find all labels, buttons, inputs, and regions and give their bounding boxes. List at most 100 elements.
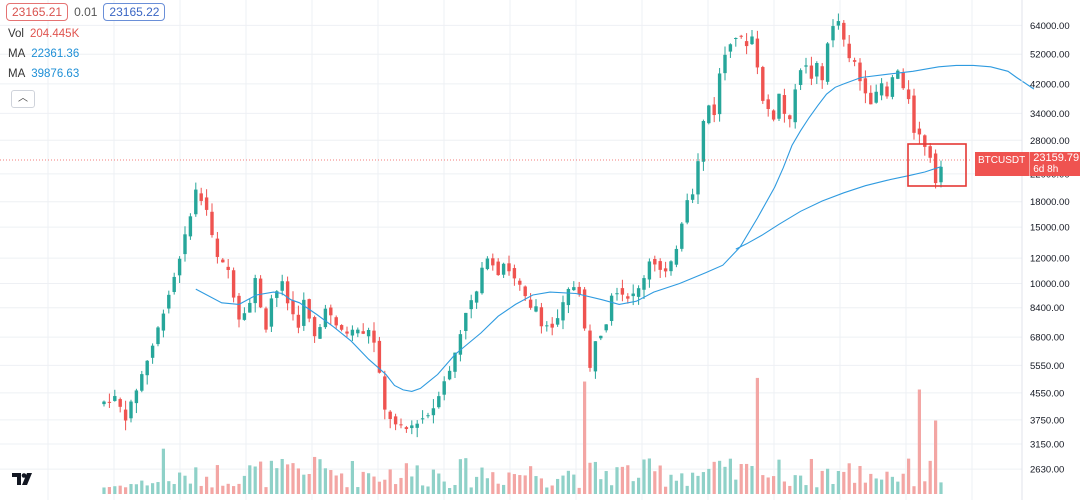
volume-bar [761,475,765,494]
ma2-legend[interactable]: MA 39876.63 [8,68,79,80]
volume-bar [507,472,511,494]
candle-body [350,329,355,336]
candle-body [609,295,614,321]
candle-body [825,43,830,82]
volume-bar [280,458,284,494]
volume-bar [658,465,662,494]
candle-body [842,22,846,40]
collapse-legend-button[interactable]: ︿ [11,90,35,108]
y-tick-label: 4550.00 [1030,388,1064,399]
volume-bar [188,483,192,494]
volume-bar [577,487,581,494]
ma1-legend[interactable]: MA 22361.36 [8,48,79,60]
y-tick-label: 10000.00 [1030,279,1070,290]
volume-legend[interactable]: Vol 204.445K [8,28,79,40]
candle-body [561,302,565,321]
volume-bar [318,459,322,494]
candle-body [804,65,808,67]
volume-bar [928,460,932,494]
candle-body [599,335,603,339]
candle-body [491,258,495,266]
volume-bar [388,469,392,494]
volume-bar [134,484,138,494]
volume-bar [340,473,344,494]
candle-body [647,261,652,280]
candle-body [793,89,797,123]
candle-body [798,70,803,85]
volume-bar [788,485,792,494]
y-tick-label: 2630.00 [1030,465,1064,476]
candle-body [750,36,754,45]
candle-body [782,95,787,114]
candle-body [372,330,376,343]
volume-bar [259,461,263,494]
volume-bar [572,474,576,494]
candle-body [345,331,349,334]
candle-body [366,329,371,337]
ask-price-badge[interactable]: 23165.22 [103,3,166,21]
volume-bar [750,466,754,494]
candle-body [869,92,873,105]
volume-bar [118,485,122,494]
candle-body [928,146,932,158]
volume-bar [826,468,830,494]
candle-body [437,396,441,408]
volume-bar [842,471,846,494]
volume-bar [161,448,165,494]
candle-body [685,200,689,223]
volume-bar [323,468,327,494]
volume-bar [518,475,522,494]
volume-bar [685,485,689,494]
candle-body [237,295,241,320]
candle-body [717,73,722,115]
ma1-value: 22361.36 [31,48,80,60]
ma2-label: MA [8,68,26,80]
candle-body [145,360,149,376]
candle-body [852,60,857,62]
volume-bar [296,468,300,494]
price-badges: 23165.21 0.01 23165.22 [6,3,166,21]
candle-body [496,261,500,276]
candle-body [518,280,522,285]
bid-price-badge[interactable]: 23165.21 [6,3,69,21]
volume-bar [626,465,630,494]
volume-bar [804,485,808,494]
volume-bar [880,479,884,494]
y-tick-label: 52000.00 [1030,50,1070,61]
candle-body [642,278,646,290]
volume-bar [885,471,889,494]
volume-bar [815,487,819,494]
volume-bar [674,480,678,494]
candle-body [847,43,851,59]
tradingview-logo-icon[interactable] [10,468,36,490]
volume-value: 204.445K [30,28,80,40]
candle-body [129,401,133,419]
last-price-value: 23159.79 [1033,152,1080,164]
volume-bar [707,468,711,494]
volume-bar [631,481,635,494]
volume-bar [620,466,624,494]
volume-bar [755,377,759,494]
candle-body [701,121,706,162]
y-tick-label: 8400.00 [1030,303,1064,314]
candle-body [177,258,182,276]
candle-body [388,411,392,419]
candle-body [118,399,122,407]
candle-body [329,307,333,316]
volume-bar [469,487,473,494]
candle-body [874,91,878,103]
candle-body [431,408,436,416]
volume-bar [453,485,457,494]
volume-bar [739,464,743,494]
ma1-label: MA [8,48,26,60]
candle-body [815,63,819,77]
candle-body [755,38,760,68]
volume-bar [642,459,646,494]
y-tick-label: 28000.00 [1030,136,1070,147]
candle-body [415,423,419,428]
volume-bar [394,484,398,494]
candle-body [653,259,657,265]
volume-bar [907,458,911,494]
candle-body [771,110,776,120]
